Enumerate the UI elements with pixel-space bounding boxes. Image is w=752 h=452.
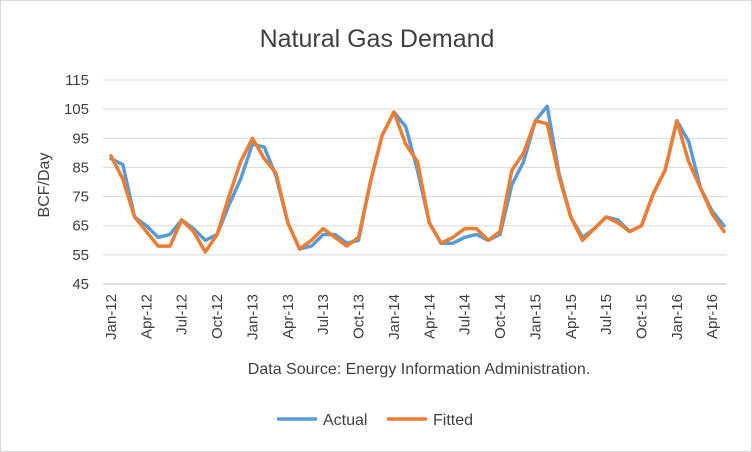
x-tick-label: Apr-14 xyxy=(421,294,438,339)
x-tick-label: Jan-16 xyxy=(669,294,686,340)
chart-title: Natural Gas Demand xyxy=(260,25,495,53)
x-tick-label: Oct-14 xyxy=(492,294,509,339)
series-line-actual xyxy=(109,104,726,251)
y-tick-label: 45 xyxy=(72,276,89,293)
y-tick-label: 115 xyxy=(65,72,89,89)
gridlines xyxy=(103,79,727,285)
series-line-fitted xyxy=(109,110,726,254)
y-tick-label: 75 xyxy=(72,189,89,206)
series-lines xyxy=(109,104,726,254)
x-tick-label: Jul-14 xyxy=(457,294,474,335)
x-tick-label: Jul-15 xyxy=(598,294,615,335)
y-axis-title: BCF/Day xyxy=(36,153,53,218)
legend: Actual Fitted xyxy=(277,412,473,429)
y-tick-label: 105 xyxy=(64,101,89,118)
x-tick-label: Jan-12 xyxy=(103,294,120,340)
x-tick-label: Jan-13 xyxy=(244,294,261,340)
y-tick-label: 65 xyxy=(72,218,89,235)
x-tick-label: Apr-16 xyxy=(704,294,721,339)
y-tick-label: 55 xyxy=(72,247,89,264)
data-source-note: Data Source: Energy Information Administ… xyxy=(248,361,590,378)
y-tick-label: 95 xyxy=(72,130,89,147)
x-tick-label: Apr-12 xyxy=(138,294,155,339)
x-tick-label: Oct-15 xyxy=(633,294,650,339)
y-axis-ticks: 45 55 65 75 85 95 105 115 xyxy=(64,72,89,293)
x-tick-label: Jul-12 xyxy=(174,294,191,335)
x-tick-label: Oct-13 xyxy=(351,294,368,339)
x-tick-label: Jul-13 xyxy=(315,294,332,335)
x-tick-label: Jan-14 xyxy=(386,294,403,340)
x-tick-label: Oct-12 xyxy=(209,294,226,339)
x-axis-ticks: Jan-12 Apr-12 Jul-12 Oct-12 Jan-13 Apr-13 Jul-… xyxy=(103,294,721,340)
y-tick-label: 85 xyxy=(72,159,89,176)
x-tick-label: Apr-15 xyxy=(563,294,580,339)
legend-label-fitted: Fitted xyxy=(433,412,473,429)
legend-label-actual: Actual xyxy=(323,412,367,429)
x-tick-label: Jan-15 xyxy=(527,294,544,340)
x-tick-label: Apr-13 xyxy=(280,294,297,339)
